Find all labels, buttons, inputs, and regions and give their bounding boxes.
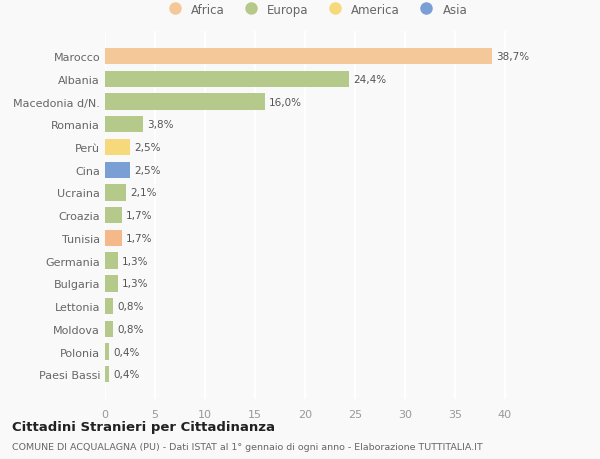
Bar	[105, 275, 118, 292]
Bar	[105, 72, 349, 88]
Legend: Africa, Europa, America, Asia: Africa, Europa, America, Asia	[160, 1, 470, 19]
Text: 1,7%: 1,7%	[126, 211, 152, 221]
Bar	[105, 94, 265, 111]
Text: 0,4%: 0,4%	[113, 369, 139, 380]
Bar	[105, 117, 143, 133]
Text: 1,3%: 1,3%	[122, 256, 149, 266]
Bar	[105, 344, 109, 360]
Bar	[105, 207, 122, 224]
Text: COMUNE DI ACQUALAGNA (PU) - Dati ISTAT al 1° gennaio di ogni anno - Elaborazione: COMUNE DI ACQUALAGNA (PU) - Dati ISTAT a…	[12, 442, 483, 451]
Text: 0,8%: 0,8%	[117, 302, 143, 311]
Text: 1,7%: 1,7%	[126, 234, 152, 243]
Bar	[105, 49, 492, 65]
Text: 0,8%: 0,8%	[117, 324, 143, 334]
Text: 38,7%: 38,7%	[496, 52, 529, 62]
Text: 0,4%: 0,4%	[113, 347, 139, 357]
Bar	[105, 321, 113, 337]
Bar	[105, 298, 113, 314]
Text: 2,5%: 2,5%	[134, 165, 161, 175]
Bar	[105, 162, 130, 179]
Text: 3,8%: 3,8%	[147, 120, 173, 130]
Text: 24,4%: 24,4%	[353, 75, 386, 84]
Bar	[105, 230, 122, 246]
Text: Cittadini Stranieri per Cittadinanza: Cittadini Stranieri per Cittadinanza	[12, 420, 275, 433]
Text: 1,3%: 1,3%	[122, 279, 149, 289]
Bar	[105, 366, 109, 383]
Bar	[105, 253, 118, 269]
Text: 16,0%: 16,0%	[269, 97, 302, 107]
Bar	[105, 185, 126, 201]
Text: 2,1%: 2,1%	[130, 188, 157, 198]
Text: 2,5%: 2,5%	[134, 143, 161, 153]
Bar	[105, 140, 130, 156]
